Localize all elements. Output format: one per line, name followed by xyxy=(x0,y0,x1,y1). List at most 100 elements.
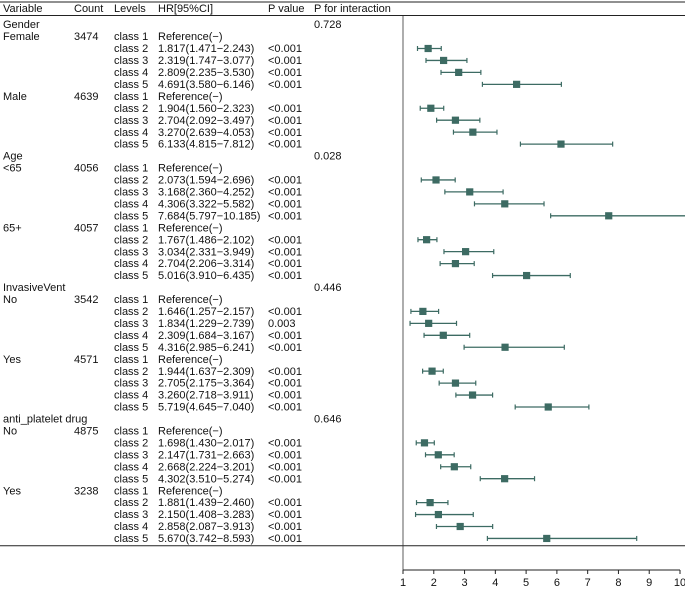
x-tick-label: 3 xyxy=(461,577,467,589)
level-label: class 2 xyxy=(114,43,148,55)
p-value: <0.001 xyxy=(268,187,302,199)
hr-ci-text: 1.834(1.229−2.739) xyxy=(158,318,254,330)
hr-ci-text: Reference(−) xyxy=(158,294,223,306)
hr-point xyxy=(451,116,460,124)
level-label: class 5 xyxy=(114,473,148,485)
hr-point xyxy=(523,271,531,280)
level-label: class 3 xyxy=(114,378,148,390)
hr-point xyxy=(466,188,474,196)
hr-ci-text: 7.684(5.797−10.185) xyxy=(158,210,260,222)
hr-ci-text: 1.881(1.439−2.460) xyxy=(158,497,254,509)
level-label: class 3 xyxy=(114,509,148,521)
hr-point xyxy=(434,451,442,459)
subgroup-label: Yes xyxy=(3,354,21,366)
hr-ci-text: Reference(−) xyxy=(158,426,223,438)
hr-point xyxy=(425,319,433,327)
count-value: 4057 xyxy=(74,222,98,234)
count-value: 4639 xyxy=(74,91,98,103)
hr-point xyxy=(501,475,509,483)
hr-point xyxy=(419,307,427,315)
level-label: class 4 xyxy=(114,258,148,270)
hr-ci-text: 2.073(1.594−2.696) xyxy=(158,175,254,187)
p-value: <0.001 xyxy=(268,437,302,449)
subgroup-label: Male xyxy=(3,91,27,103)
subgroup-label: Yes xyxy=(3,485,21,497)
level-label: class 1 xyxy=(114,163,148,175)
hr-point xyxy=(462,248,470,256)
header-p: P value xyxy=(268,3,305,15)
hr-ci-text: 1.698(1.430−2.017) xyxy=(158,437,254,449)
p-value: <0.001 xyxy=(268,246,302,258)
hr-ci-text: 2.704(2.092−3.497) xyxy=(158,115,254,127)
hr-ci-text: 1.944(1.637−2.309) xyxy=(158,366,254,378)
level-label: class 2 xyxy=(114,234,148,246)
p-value: <0.001 xyxy=(268,473,302,485)
hr-ci-text: 5.719(4.645−7.040) xyxy=(158,402,254,414)
hr-point xyxy=(426,499,434,507)
hr-ci-text: Reference(−) xyxy=(158,485,223,497)
hr-point xyxy=(427,104,435,112)
hr-point xyxy=(455,68,463,76)
x-tick-label: 5 xyxy=(523,577,529,589)
p-value: <0.001 xyxy=(268,390,302,402)
level-label: class 1 xyxy=(114,31,148,43)
x-tick-label: 9 xyxy=(646,577,652,589)
level-label: class 5 xyxy=(114,139,148,151)
hr-ci-text: 1.646(1.257−2.157) xyxy=(158,306,254,318)
p-value: <0.001 xyxy=(268,175,302,187)
p-value: <0.001 xyxy=(268,103,302,115)
level-label: class 2 xyxy=(114,175,148,187)
hr-ci-text: 2.150(1.408−3.283) xyxy=(158,509,254,521)
level-label: class 2 xyxy=(114,437,148,449)
level-label: class 3 xyxy=(114,115,148,127)
p-value: 0.003 xyxy=(268,318,296,330)
hr-point xyxy=(439,331,447,339)
subgroup-label: 65+ xyxy=(3,222,22,234)
header-count: Count xyxy=(74,3,103,15)
hr-ci-text: 2.309(1.684−3.167) xyxy=(158,330,254,342)
x-tick-label: 7 xyxy=(585,577,591,589)
level-label: class 3 xyxy=(114,55,148,67)
group-variable-label: Gender xyxy=(3,19,40,31)
p-value: <0.001 xyxy=(268,198,302,210)
hr-ci-text: 4.302(3.510−5.274) xyxy=(158,473,254,485)
level-label: class 1 xyxy=(114,222,148,234)
p-value: <0.001 xyxy=(268,79,302,91)
hr-ci-text: 5.016(3.910−6.435) xyxy=(158,270,254,282)
subgroup-label: No xyxy=(3,294,17,306)
p-value: <0.001 xyxy=(268,258,302,270)
hr-ci-text: 4.306(3.322−5.582) xyxy=(158,198,254,210)
p-interaction-value: 0.028 xyxy=(314,151,342,163)
level-label: class 2 xyxy=(114,497,148,509)
level-label: class 1 xyxy=(114,354,148,366)
count-value: 3542 xyxy=(74,294,98,306)
level-label: class 3 xyxy=(114,318,148,330)
level-label: class 5 xyxy=(114,533,148,545)
x-tick-label: 1 xyxy=(400,577,406,589)
hr-point xyxy=(450,463,458,471)
hr-ci-text: 1.817(1.471−2.243) xyxy=(158,43,254,55)
x-tick-label: 6 xyxy=(554,577,560,589)
count-value: 3238 xyxy=(74,485,98,497)
header-hr: HR[95%CI] xyxy=(158,3,213,15)
hr-ci-text: 3.260(2.718−3.911) xyxy=(158,390,254,402)
hr-ci-text: 2.704(2.206−3.314) xyxy=(158,258,254,270)
p-value: <0.001 xyxy=(268,210,302,222)
hr-point xyxy=(424,44,432,53)
p-interaction-value: 0.646 xyxy=(314,414,342,426)
level-label: class 2 xyxy=(114,366,148,378)
hr-point xyxy=(501,200,509,208)
level-label: class 1 xyxy=(114,426,148,438)
hr-point xyxy=(543,534,551,543)
count-value: 4056 xyxy=(74,163,98,175)
level-label: class 3 xyxy=(114,246,148,258)
p-value: <0.001 xyxy=(268,533,302,545)
p-value: <0.001 xyxy=(268,509,302,521)
p-value: <0.001 xyxy=(268,270,302,282)
level-label: class 1 xyxy=(114,91,148,103)
p-value: <0.001 xyxy=(268,461,302,473)
p-value: <0.001 xyxy=(268,449,302,461)
level-label: class 4 xyxy=(114,461,148,473)
level-label: class 4 xyxy=(114,127,148,139)
